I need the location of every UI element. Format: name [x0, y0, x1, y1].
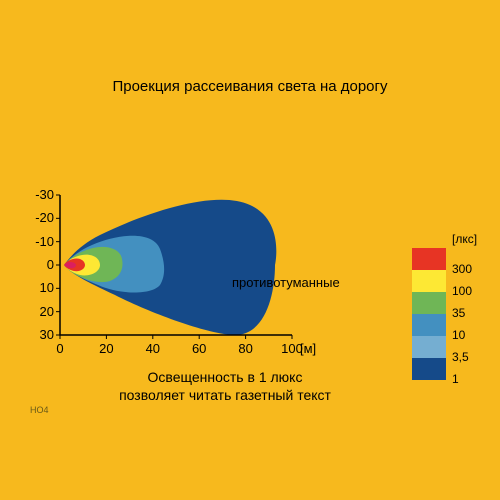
xtick-label: 60 — [184, 341, 214, 356]
chart-area — [60, 195, 292, 335]
legend-label: 35 — [452, 306, 465, 320]
xtick-label: 20 — [91, 341, 121, 356]
legend-label: 10 — [452, 328, 465, 342]
ytick-label: 0 — [26, 257, 54, 272]
ytick-label: 10 — [26, 280, 54, 295]
subtitle-line1: Освещенность в 1 люкс — [148, 369, 303, 385]
figure-container: Проекция рассеивания света на дорогу про… — [0, 0, 500, 500]
legend-label: 100 — [452, 284, 472, 298]
subtitle: Освещенность в 1 люкс позволяет читать г… — [75, 368, 375, 404]
ytick-label: 30 — [26, 327, 54, 342]
legend-label: 3,5 — [452, 350, 469, 364]
legend-label: 300 — [452, 262, 472, 276]
ytick-label: -10 — [26, 234, 54, 249]
chart-title: Проекция рассеивания света на дорогу — [0, 78, 500, 95]
xtick-label: 40 — [138, 341, 168, 356]
x-axis-unit: [м] — [300, 341, 316, 356]
ytick-label: -30 — [26, 187, 54, 202]
ytick-label: 20 — [26, 304, 54, 319]
legend-colorbar — [412, 248, 446, 380]
subtitle-line2: позволяет читать газетный текст — [119, 387, 331, 403]
legend-label: 1 — [452, 372, 459, 386]
legend-unit: [лкс] — [452, 232, 477, 246]
xtick-label: 80 — [231, 341, 261, 356]
xtick-label: 0 — [45, 341, 75, 356]
contour-plot — [54, 193, 298, 343]
ytick-label: -20 — [26, 210, 54, 225]
corner-code: HO4 — [30, 405, 49, 415]
chart-annotation: противотуманные — [232, 275, 340, 290]
